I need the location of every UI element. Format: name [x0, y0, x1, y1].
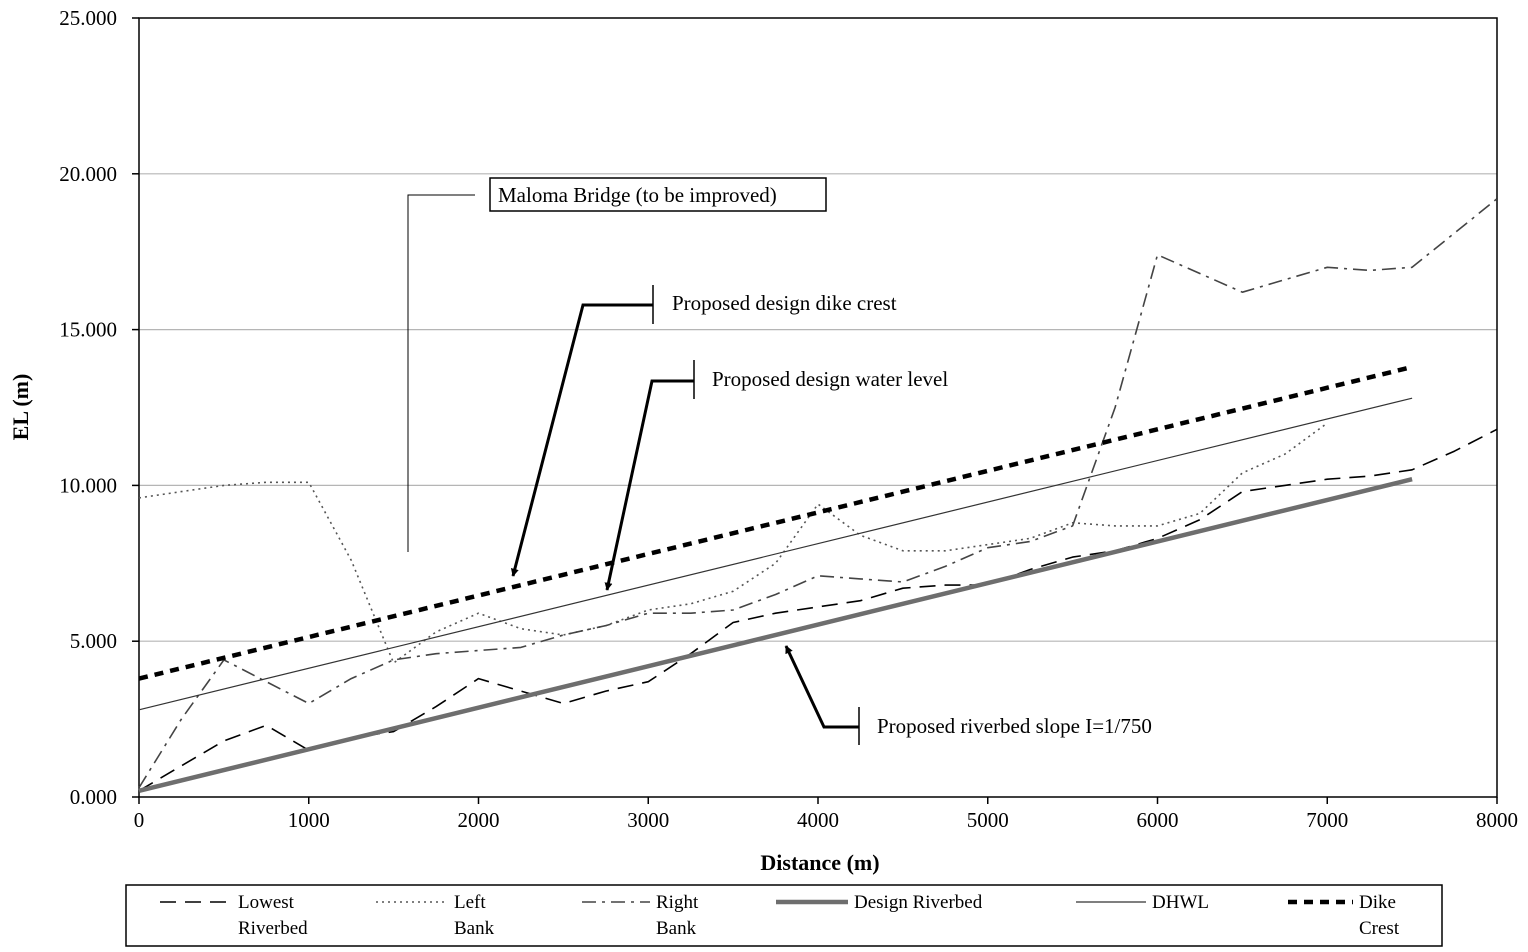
legend-label: Crest	[1359, 918, 1400, 939]
x-tick-label: 4000	[797, 808, 839, 832]
legend-box	[126, 885, 1442, 946]
legend-label: Lowest	[238, 892, 295, 913]
annotation-dike-crest: Proposed design dike crest	[513, 285, 897, 576]
x-tick-label: 0	[134, 808, 145, 832]
annotation-arrow	[786, 646, 859, 727]
y-tick-label: 10.000	[59, 473, 117, 497]
legend-label: DHWL	[1152, 892, 1209, 913]
legend-label: Right	[656, 892, 699, 913]
annotation-label: Maloma Bridge (to be improved)	[498, 183, 777, 207]
series-group	[139, 199, 1497, 791]
legend-label: Riverbed	[238, 918, 308, 939]
y-tick-label: 5.000	[70, 629, 117, 653]
annotation-maloma-bridge: Maloma Bridge (to be improved)	[408, 178, 826, 552]
annotation-label: Proposed riverbed slope I=1/750	[877, 714, 1152, 738]
series-line-0	[139, 429, 1497, 791]
y-axis-ticks: 0.000 5.000 10.000 15.000 20.000 25.000	[59, 6, 139, 809]
series-line-2	[139, 199, 1497, 788]
x-tick-label: 6000	[1137, 808, 1179, 832]
annotation-leader-line	[408, 195, 475, 552]
y-tick-label: 25.000	[59, 6, 117, 30]
x-axis-ticks: 0 1000 2000 3000 4000 5000 6000 7000 8000	[134, 797, 1518, 832]
annotation-label: Proposed design water level	[712, 367, 948, 391]
y-tick-label: 20.000	[59, 162, 117, 186]
y-tick-label: 0.000	[70, 785, 117, 809]
y-axis-title: EL (m)	[8, 374, 33, 441]
legend-label: Design Riverbed	[854, 892, 983, 913]
y-tick-label: 15.000	[59, 318, 117, 342]
legend-label: Dike	[1359, 892, 1396, 913]
legend: Lowest Riverbed Left Bank Right Bank Design Ri…	[126, 885, 1442, 946]
x-tick-label: 8000	[1476, 808, 1518, 832]
annotation-label: Proposed design dike crest	[672, 291, 897, 315]
legend-label: Bank	[656, 918, 697, 939]
annotation-arrow	[513, 305, 653, 576]
series-line-3	[139, 479, 1412, 791]
legend-label: Bank	[454, 918, 495, 939]
annotation-riverbed-slope: Proposed riverbed slope I=1/750	[786, 646, 1152, 745]
x-axis-title: Distance (m)	[760, 850, 879, 875]
x-tick-label: 5000	[967, 808, 1009, 832]
gridlines	[139, 174, 1497, 641]
x-tick-label: 7000	[1306, 808, 1348, 832]
x-tick-label: 3000	[627, 808, 669, 832]
legend-label: Left	[454, 892, 486, 913]
annotation-water-level: Proposed design water level	[607, 360, 948, 590]
series-line-4	[139, 398, 1412, 710]
plot-area-border	[139, 18, 1497, 797]
x-tick-label: 1000	[288, 808, 330, 832]
x-tick-label: 2000	[458, 808, 500, 832]
